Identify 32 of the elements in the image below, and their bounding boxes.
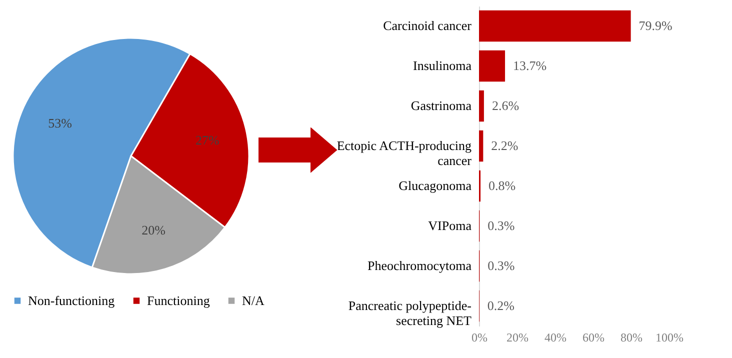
legend-label: N/A [242,292,265,308]
data-label: 0.3% [488,258,515,273]
y-tick-label: VIPoma [428,218,472,233]
data-label: 0.2% [487,298,515,313]
bar [479,130,484,162]
data-label: 27% [196,132,220,148]
x-tick-label: 0% [472,330,488,344]
y-tick-label: Gastrinoma [410,98,472,113]
bar [479,90,484,122]
data-label: 0.8% [488,178,516,193]
legend-label: Non-functioning [28,292,116,308]
data-label: 53% [48,116,72,130]
bar [479,10,631,42]
y-tick-label: Ectopic ACTH-producing cancer [336,138,472,168]
data-label: 2.2% [491,138,518,153]
y-tick-label: Pancreatic polypeptide-secreting NET [348,298,472,328]
x-tick-label: 40% [544,330,566,344]
x-tick-label: 60% [582,330,604,344]
x-tick-label: 20% [506,330,528,344]
data-label: 13.7% [513,58,547,73]
y-tick-label: Glucagonoma [398,178,472,193]
data-label: 0.3% [488,218,515,233]
x-tick-label: 80% [620,330,642,344]
legend-label: Functioning [147,292,210,308]
x-tick-label: 100% [656,330,684,344]
y-tick-label: Insulinoma [413,58,472,73]
bar [479,50,506,82]
y-tick-label: Pheochromocytoma [368,258,472,273]
data-label: 20% [142,222,166,238]
data-label: 2.6% [492,98,520,113]
data-label: 79.9% [638,18,673,33]
y-tick-label: Carcinoid cancer [383,18,472,33]
